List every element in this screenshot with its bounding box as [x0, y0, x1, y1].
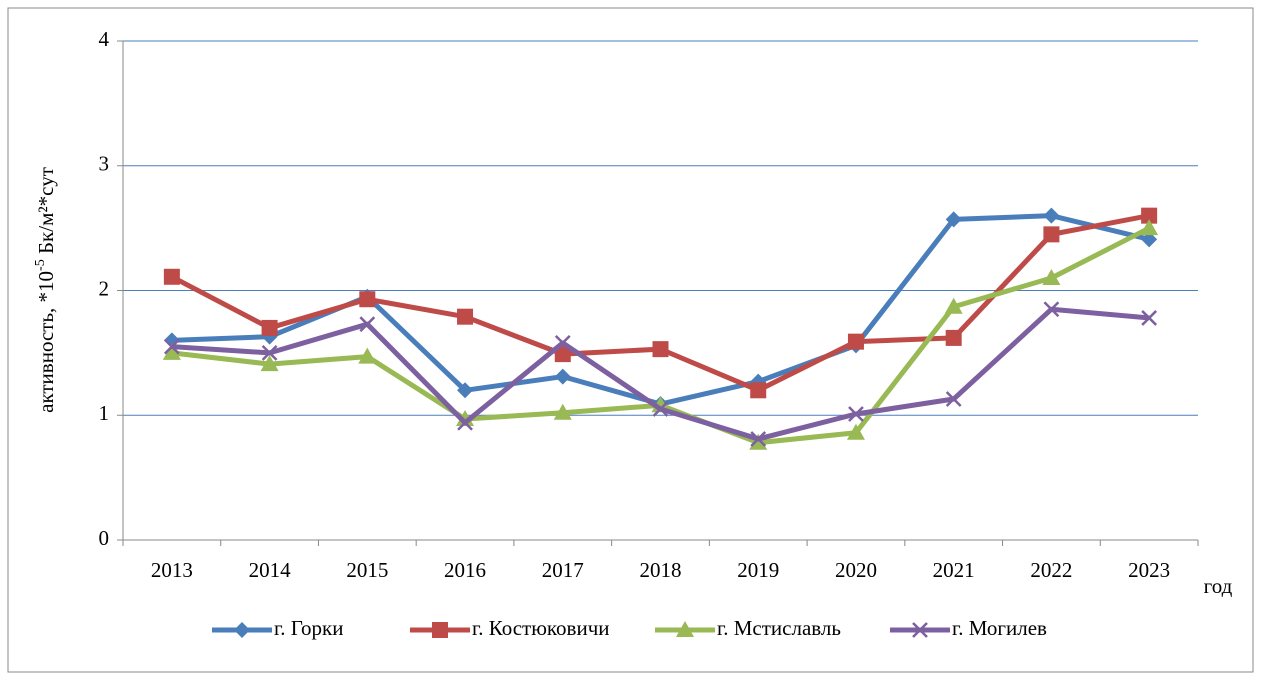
x-tick-label: 2013: [151, 558, 193, 582]
marker: [261, 319, 278, 336]
x-tick-label: 2020: [835, 558, 877, 582]
marker: [847, 333, 864, 350]
series-line: [170, 213, 1150, 393]
legend-label: г. Могилев: [952, 616, 1047, 640]
y-label-unit: Бк/м²*сут: [34, 167, 58, 259]
marker: [457, 382, 474, 399]
y-tick-label: 3: [99, 152, 110, 176]
marker: [163, 338, 180, 355]
marker: [945, 329, 962, 346]
x-tick-label: 2016: [444, 558, 486, 582]
marker: [750, 382, 767, 399]
marker: [676, 621, 694, 637]
marker: [359, 291, 376, 308]
marker: [163, 268, 180, 285]
x-tick-label: 2019: [737, 558, 779, 582]
x-tick-label: 2021: [933, 558, 975, 582]
legend-label: г. Мстиславль: [717, 616, 841, 640]
x-tick-label: 2022: [1030, 558, 1072, 582]
marker: [260, 355, 279, 372]
marker: [554, 346, 571, 363]
marker: [162, 343, 181, 360]
x-tick-label: 2014: [249, 558, 292, 582]
marker: [652, 401, 669, 417]
y-label-text: активность, *10: [34, 271, 58, 413]
legend-label: г. Горки: [274, 616, 343, 640]
x-axis-label: год: [1204, 574, 1233, 598]
x-tick-label: 2018: [640, 558, 682, 582]
y-label-superscript: -5: [33, 259, 48, 271]
marker: [234, 622, 250, 638]
marker: [554, 335, 571, 351]
marker: [1042, 269, 1061, 286]
x-tick-label: 2023: [1128, 558, 1170, 582]
marker: [944, 297, 963, 314]
marker: [848, 406, 864, 422]
chart-frame: [7, 7, 1254, 673]
marker: [846, 423, 865, 440]
marker: [652, 341, 669, 358]
marker: [749, 433, 768, 450]
marker: [945, 211, 962, 228]
marker: [1141, 231, 1158, 248]
marker: [1043, 207, 1060, 224]
marker: [945, 391, 962, 407]
x-tick-label: 2015: [346, 558, 388, 582]
x-tick-label: 2017: [542, 558, 584, 582]
y-tick-label: 4: [99, 27, 110, 51]
y-axis-label: активность, *10-5 Бк/м²*сут: [33, 167, 58, 413]
marker: [358, 347, 377, 364]
series-line: [171, 213, 1150, 407]
marker: [1141, 207, 1158, 224]
y-tick-label: 2: [99, 276, 110, 300]
series-line: [171, 306, 1150, 442]
y-tick-label: 1: [99, 401, 110, 425]
marker: [1043, 301, 1060, 318]
marker: [553, 403, 572, 420]
y-tick-label: 0: [99, 526, 110, 550]
marker: [457, 414, 473, 431]
marker: [750, 431, 767, 447]
marker: [359, 316, 376, 333]
legend-label: г. Костюковичи: [472, 616, 610, 640]
marker: [554, 368, 571, 385]
marker: [1043, 226, 1060, 243]
marker: [1141, 310, 1158, 326]
marker: [457, 308, 474, 325]
marker: [261, 344, 278, 361]
marker: [432, 622, 448, 638]
marker: [1140, 219, 1159, 236]
marker: [912, 622, 928, 638]
